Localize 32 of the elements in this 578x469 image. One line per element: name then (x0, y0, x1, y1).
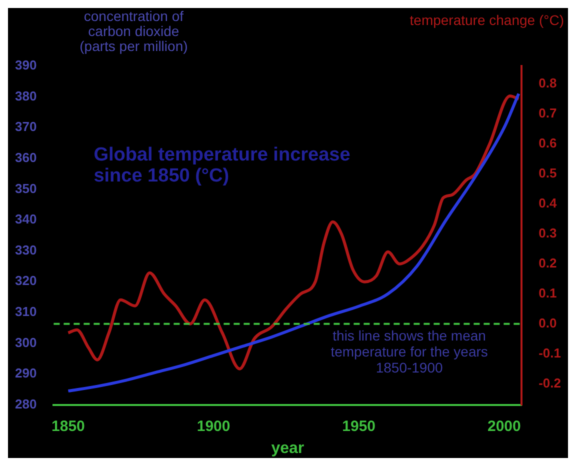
y2-tick-label: -0.1 (538, 345, 562, 360)
y2-tick-label: 0.4 (538, 195, 558, 210)
y2-tick-label: 0.3 (538, 225, 557, 240)
y-tick-label: 320 (14, 273, 37, 288)
y2-tick-label: 0.1 (538, 285, 557, 300)
x-tick-label: 2000 (487, 418, 521, 435)
y2-tick-label: 0.5 (538, 166, 557, 181)
y2-tick-label: 0.6 (538, 136, 557, 151)
ref-line-label: this line shows the mean temperature for the years 1850-1900 (330, 328, 488, 376)
y-tick-label: 380 (14, 88, 37, 104)
x-tick-label: 1950 (342, 418, 376, 435)
y2-tick-label: 0.2 (538, 255, 557, 270)
y2-tick-label: 0.0 (538, 315, 557, 330)
text: Global temperature increase since 1850 (°C) (94, 144, 350, 187)
y-tick-label: 350 (14, 180, 37, 196)
y-tick-label: 340 (14, 212, 37, 227)
x-tick-label: 1900 (196, 418, 230, 435)
y2-tick-label: -0.2 (538, 375, 562, 390)
y-tick-label: 300 (14, 334, 37, 350)
y-tick-label: 390 (14, 58, 37, 73)
y-tick-label: 370 (14, 119, 37, 134)
y-tick-label: 310 (14, 304, 37, 319)
y2-tick-label: 0.8 (538, 76, 557, 91)
y-tick-label: 330 (14, 242, 37, 258)
x-tick-label: 1850 (52, 418, 85, 435)
y-tick-label: 360 (14, 150, 37, 165)
y-tick-label: 280 (14, 396, 37, 412)
x-axis-title: year (271, 440, 304, 457)
y-axis-title: concentration of carbon dioxide (parts per million) (80, 8, 188, 54)
y2-tick-label: 0.7 (538, 106, 557, 121)
y-tick-label: 290 (14, 366, 37, 381)
y2-axis-title: temperature change (°C) (410, 12, 564, 28)
